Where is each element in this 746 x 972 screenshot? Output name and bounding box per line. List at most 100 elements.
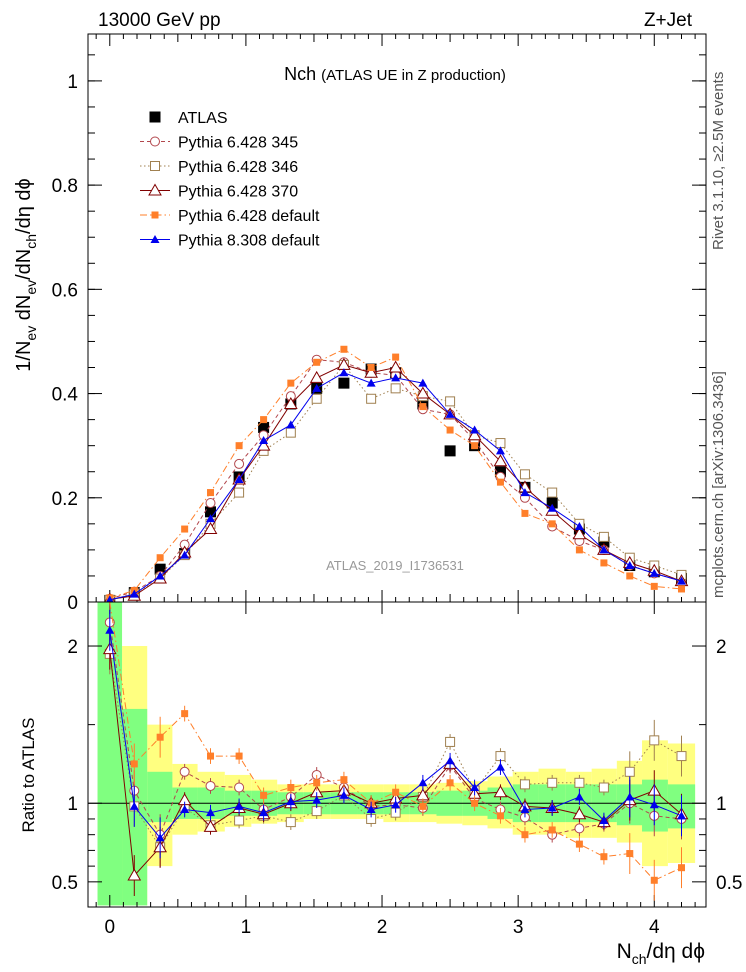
data-point	[445, 409, 455, 418]
y-tick-label: 0.5	[52, 873, 78, 894]
data-point	[235, 442, 243, 450]
ratio-point	[624, 766, 635, 777]
ratio-bands	[88, 602, 706, 906]
energy-label: 13000 GeV pp	[98, 10, 221, 31]
data-point	[234, 475, 244, 484]
ratio-point	[206, 808, 216, 817]
legend-entry: Pythia 6.428 370	[140, 183, 298, 201]
y-tick-label: 0.6	[52, 280, 78, 301]
data-point	[546, 497, 558, 509]
ratio-point	[676, 811, 686, 820]
data-point	[650, 582, 658, 590]
data-point	[676, 576, 686, 585]
ratio-point	[286, 797, 296, 806]
data-point	[391, 373, 401, 382]
legend-label: Pythia 6.428 345	[178, 135, 298, 152]
top-panel: 0 0.2 0.4 0.6 0.8 1 Nch (ATLAS UE in Z product…	[52, 33, 707, 614]
data-point	[105, 595, 115, 604]
ratio-point	[105, 625, 115, 634]
legend-marker	[150, 235, 160, 243]
bottom-series	[102, 601, 689, 901]
legend-marker	[148, 183, 162, 196]
data-point	[520, 488, 530, 497]
ratio-point	[235, 752, 243, 760]
ratio-point	[313, 779, 321, 787]
data-point	[547, 487, 558, 498]
ratio-point	[340, 776, 348, 784]
data-point	[572, 527, 587, 540]
legend-entry: Pythia 6.428 default	[140, 208, 320, 225]
ratio-point	[418, 778, 428, 787]
data-point	[366, 393, 377, 404]
data-point	[471, 442, 479, 450]
ratio-line	[109, 622, 682, 836]
y-tick-label: 1	[67, 72, 78, 93]
data-point	[206, 514, 216, 523]
data-point	[493, 454, 508, 467]
legend-label: Pythia 6.428 346	[178, 159, 298, 176]
ratio-point	[156, 733, 164, 741]
ratio-point	[419, 802, 427, 810]
ratio-point	[650, 876, 658, 884]
data-point	[309, 370, 324, 383]
data-point	[625, 561, 635, 570]
ratio-point	[260, 791, 268, 799]
ratio-point	[493, 785, 508, 798]
ratio-point	[520, 805, 530, 814]
ratio-point	[625, 792, 635, 801]
ratio-point	[574, 823, 585, 834]
data-point	[418, 378, 428, 387]
data-point	[598, 531, 609, 542]
ratio-point	[207, 752, 215, 760]
ratio-point	[445, 756, 455, 765]
data-point	[205, 497, 216, 508]
ratio-point	[676, 751, 687, 762]
y-tick-label: 0.5	[716, 873, 742, 894]
top-series	[102, 345, 689, 606]
data-point	[205, 506, 217, 518]
ratio-point	[312, 795, 322, 804]
series-4	[106, 345, 685, 602]
ratio-series-5	[105, 609, 686, 859]
data-point	[313, 358, 321, 366]
analysis-id: ATLAS_2019_I1736531	[326, 558, 464, 573]
y-tick-label: 2	[67, 637, 78, 658]
data-point	[575, 546, 583, 554]
data-point	[496, 478, 504, 486]
ratio-point	[366, 805, 376, 814]
data-point	[548, 520, 556, 528]
series-5	[105, 368, 686, 604]
ratio-point	[392, 788, 400, 796]
ratio-point	[234, 801, 244, 810]
data-point	[677, 585, 685, 593]
bottom-frame	[87, 601, 707, 908]
legend-entry: Pythia 8.308 default	[140, 233, 320, 250]
data-point	[287, 379, 295, 387]
top-ticks: 0 0.2 0.4 0.6 0.8 1	[52, 34, 706, 614]
legend-label: ATLAS	[178, 110, 228, 127]
data-point	[203, 522, 218, 535]
y-tick-label: 0.4	[52, 385, 79, 406]
data-point	[367, 364, 375, 372]
rivet-label: Rivet 3.1.10, ≥2.5M events	[710, 72, 727, 250]
data-point	[392, 353, 400, 361]
data-point	[259, 435, 269, 444]
bottom-panel: 0 1 2 3 4 0.5 0.5 1 1 2 2	[52, 601, 742, 938]
ratio-point	[547, 803, 557, 812]
x-tick-label: 0	[104, 917, 115, 938]
data-point	[388, 360, 403, 373]
ratio-point	[203, 819, 218, 832]
bottom-ticks: 0 1 2 3 4 0.5 0.5 1 1 2 2	[52, 602, 742, 938]
data-point	[260, 416, 268, 424]
process-label: Z+Jet	[644, 10, 693, 31]
ratio-point	[445, 736, 456, 747]
data-point	[446, 426, 454, 434]
x-tick-label: 2	[377, 917, 388, 938]
ratio-point	[496, 812, 504, 820]
ratio-point	[471, 799, 479, 807]
ratio-point	[626, 850, 634, 858]
data-point	[416, 386, 430, 399]
plot-title: Nch (ATLAS UE in Z production)	[284, 64, 506, 84]
ratio-point	[574, 777, 585, 788]
legend-label: Pythia 8.308 default	[178, 233, 320, 250]
